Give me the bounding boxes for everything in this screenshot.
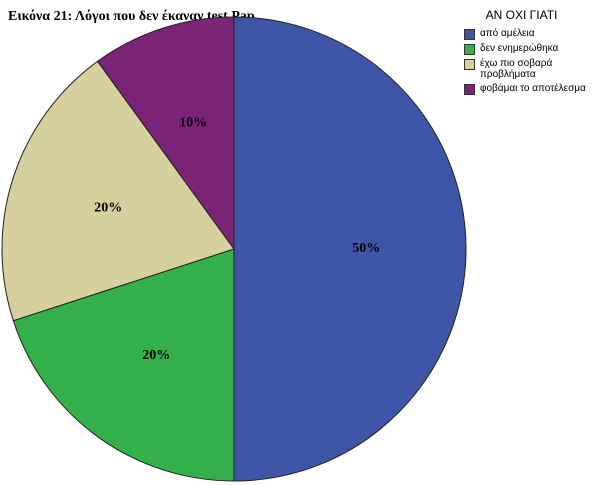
legend-swatch [464, 44, 475, 55]
legend-label: φοβάμαι το αποτέλεσμα [480, 83, 586, 94]
pie-slice [233, 16, 467, 482]
legend-swatch [464, 29, 475, 40]
pie: 50% 20% 20% 10% [1, 16, 467, 482]
legend-swatch [464, 59, 475, 70]
slice-label: 20% [94, 200, 122, 215]
legend-swatch [464, 84, 475, 95]
legend-item: από αμέλεια [464, 28, 595, 40]
legend-label: έχω πιο σοβαρά προβλήματα [480, 58, 553, 80]
slice-label: 50% [352, 241, 380, 256]
slice-label: 10% [179, 115, 207, 130]
pie-slice [1, 60, 235, 322]
legend-label: δεν ενημερώθηκα [480, 43, 559, 54]
legend: ΑΝ ΟΧΙ ΓΙΑΤΙ από αμέλεια δεν ενημερώθηκα έ… [464, 8, 595, 98]
legend-item: φοβάμαι το αποτέλεσμα [464, 83, 595, 95]
legend-label: από αμέλεια [480, 28, 535, 39]
slice-label: 20% [142, 348, 170, 363]
legend-item: έχω πιο σοβαρά προβλήματα [464, 58, 595, 80]
pie-slice [96, 16, 235, 251]
legend-title: ΑΝ ΟΧΙ ΓΙΑΤΙ [485, 8, 558, 22]
pie-slice [12, 248, 235, 482]
legend-item: δεν ενημερώθηκα [464, 43, 595, 55]
